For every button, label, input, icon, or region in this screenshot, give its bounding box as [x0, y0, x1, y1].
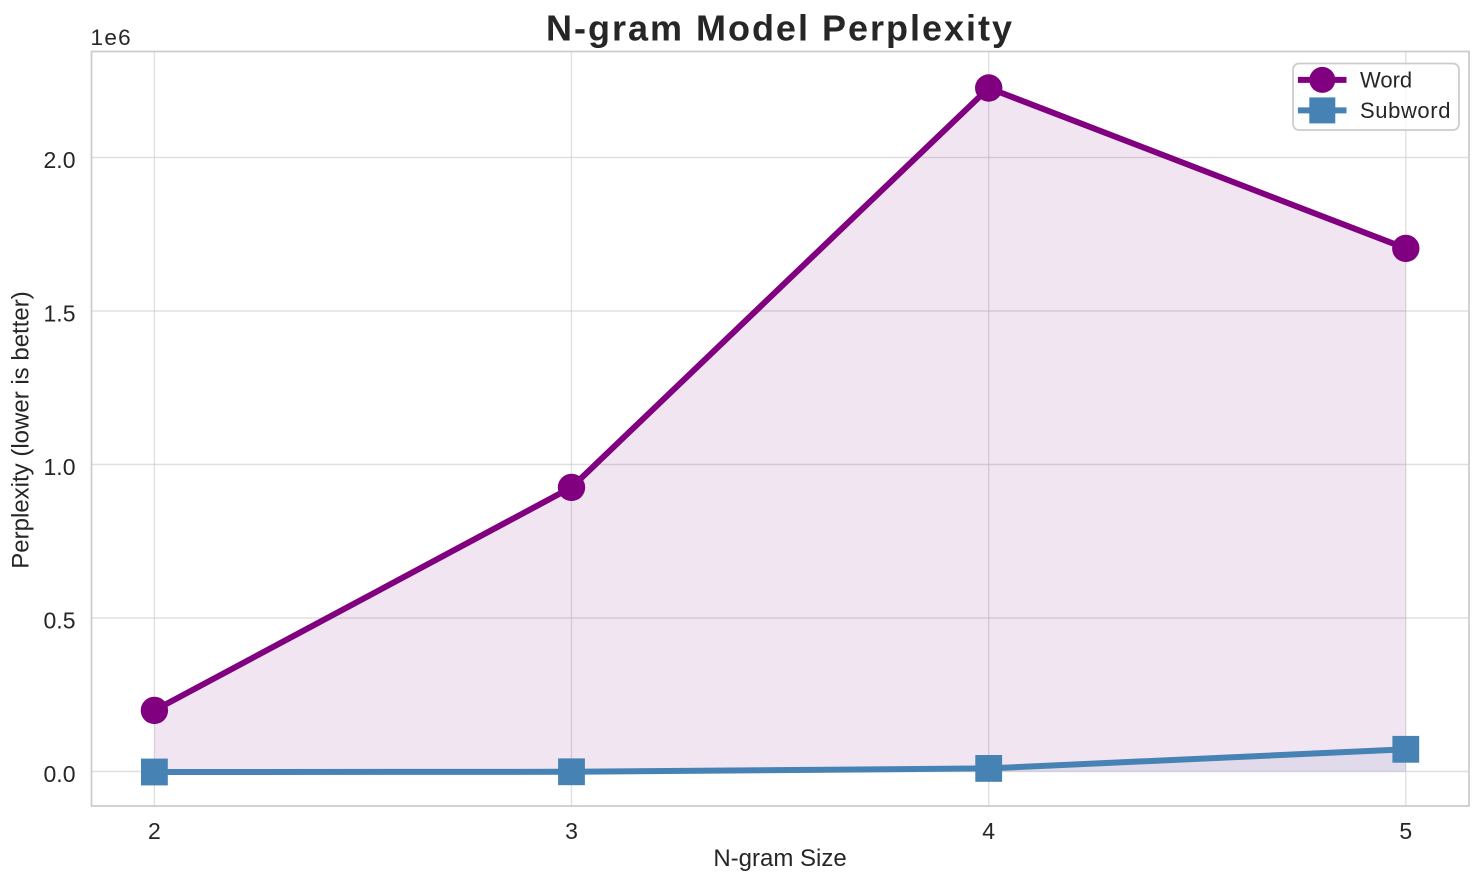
svg-text:1.0: 1.0 — [44, 454, 76, 480]
svg-text:4: 4 — [982, 818, 995, 844]
svg-text:0.0: 0.0 — [44, 761, 76, 787]
svg-text:3: 3 — [565, 818, 578, 844]
svg-text:0.5: 0.5 — [44, 607, 76, 633]
svg-text:2: 2 — [148, 818, 161, 844]
svg-text:Subword: Subword — [1360, 98, 1451, 123]
svg-text:N-gram Model Perplexity: N-gram Model Perplexity — [546, 7, 1012, 48]
svg-text:Perplexity (lower is better): Perplexity (lower is better) — [8, 291, 35, 568]
svg-text:N-gram Size: N-gram Size — [713, 845, 846, 872]
svg-text:Word: Word — [1360, 68, 1412, 93]
svg-text:1.5: 1.5 — [44, 300, 76, 326]
svg-text:1e6: 1e6 — [91, 25, 132, 50]
svg-text:2.0: 2.0 — [44, 147, 76, 173]
svg-text:5: 5 — [1399, 818, 1412, 844]
